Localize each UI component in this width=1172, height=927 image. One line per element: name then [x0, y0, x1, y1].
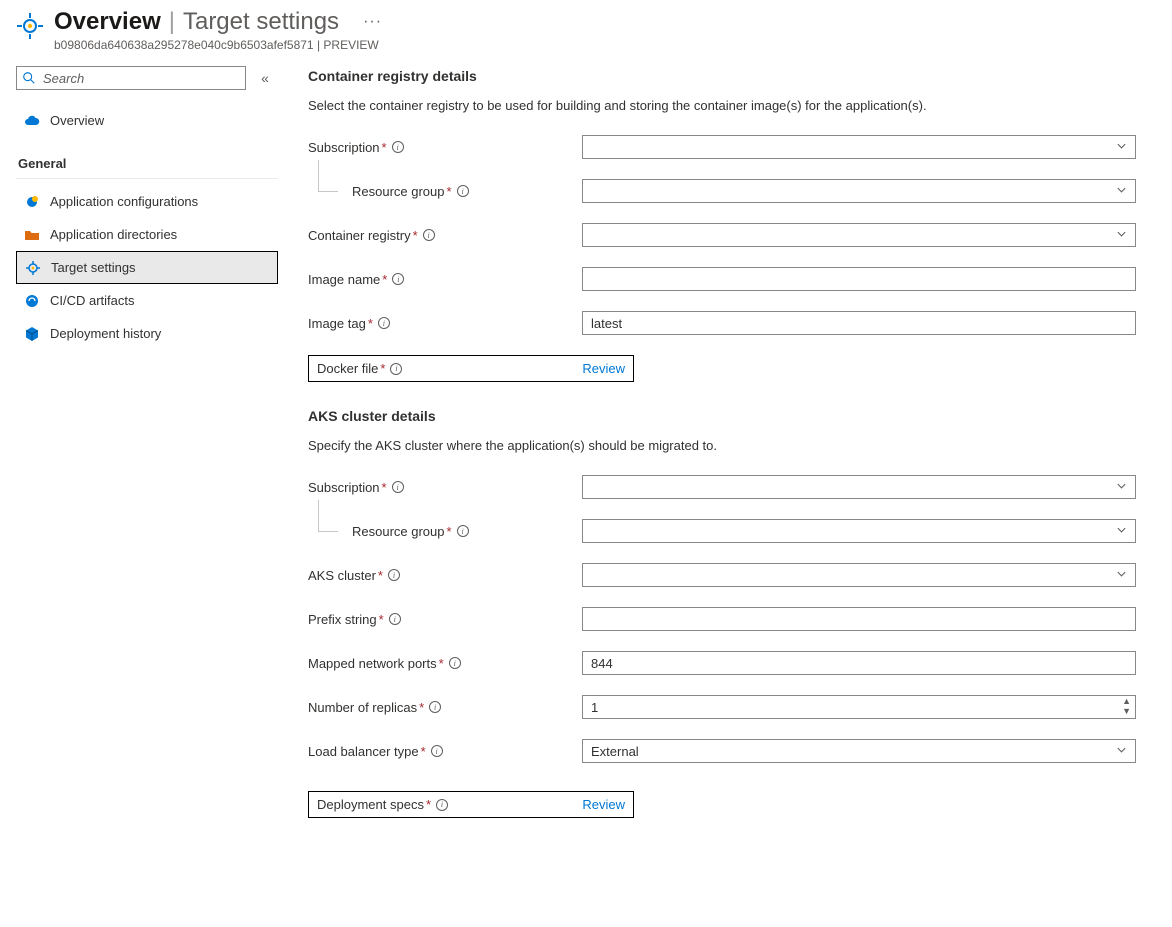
- target-overview-icon: [16, 12, 44, 40]
- aks-resource-group-dropdown[interactable]: [582, 519, 1136, 543]
- aks-resource-group-label: Resource group* i: [308, 524, 582, 539]
- registry-section-desc: Select the container registry to be used…: [308, 98, 1136, 113]
- chevron-down-icon: [1116, 184, 1127, 199]
- sidebar-item-label: Target settings: [51, 260, 136, 275]
- deploy-specs-review-link[interactable]: Review: [582, 797, 625, 812]
- container-registry-label: Container registry* i: [308, 228, 582, 243]
- page-title-sub: Target settings: [183, 8, 339, 36]
- sidebar-group-general: General: [16, 153, 278, 179]
- info-icon[interactable]: i: [457, 525, 469, 537]
- image-name-input[interactable]: [582, 267, 1136, 291]
- sidebar: « Overview General Application configura…: [0, 58, 290, 884]
- cicd-icon: [24, 293, 40, 309]
- main-content: Container registry details Select the co…: [290, 58, 1172, 884]
- lb-type-label: Load balancer type* i: [308, 744, 582, 759]
- sidebar-item-deploy-history[interactable]: Deployment history: [16, 317, 278, 350]
- sidebar-item-label: Deployment history: [50, 326, 161, 341]
- chevron-down-icon: [1116, 568, 1127, 583]
- stepper-down-icon[interactable]: ▼: [1122, 707, 1131, 717]
- replicas-label: Number of replicas* i: [308, 700, 582, 715]
- info-icon[interactable]: i: [429, 701, 441, 713]
- aks-subscription-dropdown[interactable]: [582, 475, 1136, 499]
- info-icon[interactable]: i: [449, 657, 461, 669]
- collapse-sidebar-button[interactable]: «: [252, 70, 278, 86]
- chevron-down-icon: [1116, 228, 1127, 243]
- info-icon[interactable]: i: [390, 363, 402, 375]
- prefix-label: Prefix string* i: [308, 612, 582, 627]
- cloud-icon: [24, 113, 40, 129]
- ports-label: Mapped network ports* i: [308, 656, 582, 671]
- page-title-main: Overview: [54, 8, 161, 36]
- aks-cluster-dropdown[interactable]: [582, 563, 1136, 587]
- chevron-down-icon: [1116, 140, 1127, 155]
- folder-icon: [24, 227, 40, 243]
- aks-section-desc: Specify the AKS cluster where the applic…: [308, 438, 1136, 453]
- title-divider: |: [169, 8, 175, 36]
- info-icon[interactable]: i: [389, 613, 401, 625]
- docker-file-row: Docker file* i Review: [308, 355, 634, 382]
- sidebar-item-app-config[interactable]: Application configurations: [16, 185, 278, 218]
- lb-type-dropdown[interactable]: External: [582, 739, 1136, 763]
- aks-subscription-label: Subscription* i: [308, 480, 582, 495]
- deploy-specs-label: Deployment specs* i: [317, 797, 448, 812]
- search-input[interactable]: [16, 66, 246, 90]
- resource-group-label: Resource group* i: [308, 184, 582, 199]
- replicas-stepper[interactable]: 1 ▲ ▼: [582, 695, 1136, 719]
- docker-file-label: Docker file* i: [317, 361, 402, 376]
- info-icon[interactable]: i: [378, 317, 390, 329]
- container-registry-dropdown[interactable]: [582, 223, 1136, 247]
- chevron-down-icon: [1116, 524, 1127, 539]
- sidebar-item-label: CI/CD artifacts: [50, 293, 135, 308]
- info-icon[interactable]: i: [423, 229, 435, 241]
- nest-line-icon: [318, 500, 338, 532]
- config-icon: [24, 194, 40, 210]
- info-icon[interactable]: i: [388, 569, 400, 581]
- sidebar-item-app-dirs[interactable]: Application directories: [16, 218, 278, 251]
- info-icon[interactable]: i: [436, 799, 448, 811]
- more-actions-button[interactable]: ···: [363, 13, 382, 31]
- sidebar-item-label: Application configurations: [50, 194, 198, 209]
- subscription-label: Subscription* i: [308, 140, 582, 155]
- resource-id: b09806da640638a295278e040c9b6503afef5871: [54, 38, 314, 52]
- docker-file-review-link[interactable]: Review: [582, 361, 625, 376]
- chevron-down-icon: [1116, 480, 1127, 495]
- deploy-specs-row: Deployment specs* i Review: [308, 791, 634, 818]
- sidebar-item-label: Application directories: [50, 227, 177, 242]
- image-name-label: Image name* i: [308, 272, 582, 287]
- page-header: Overview | Target settings ··· b09806da6…: [0, 0, 1172, 58]
- sidebar-item-overview[interactable]: Overview: [16, 104, 278, 137]
- preview-tag: PREVIEW: [323, 38, 378, 52]
- sidebar-item-target-settings[interactable]: Target settings: [16, 251, 278, 284]
- aks-cluster-label: AKS cluster* i: [308, 568, 582, 583]
- image-tag-input[interactable]: [582, 311, 1136, 335]
- page-meta: b09806da640638a295278e040c9b6503afef5871…: [54, 38, 1152, 52]
- sidebar-item-cicd[interactable]: CI/CD artifacts: [16, 284, 278, 317]
- prefix-input[interactable]: [582, 607, 1136, 631]
- info-icon[interactable]: i: [392, 481, 404, 493]
- info-icon[interactable]: i: [431, 745, 443, 757]
- search-input-wrap: [16, 66, 246, 90]
- chevron-down-icon: [1116, 744, 1127, 759]
- search-icon: [22, 71, 36, 85]
- target-icon: [25, 260, 41, 276]
- ports-input[interactable]: [582, 651, 1136, 675]
- info-icon[interactable]: i: [392, 273, 404, 285]
- nest-line-icon: [318, 160, 338, 192]
- info-icon[interactable]: i: [457, 185, 469, 197]
- image-tag-label: Image tag* i: [308, 316, 582, 331]
- registry-section-title: Container registry details: [308, 68, 1136, 84]
- info-icon[interactable]: i: [392, 141, 404, 153]
- subscription-dropdown[interactable]: [582, 135, 1136, 159]
- resource-group-dropdown[interactable]: [582, 179, 1136, 203]
- aks-section-title: AKS cluster details: [308, 408, 1136, 424]
- cube-icon: [24, 326, 40, 342]
- sidebar-item-label: Overview: [50, 113, 104, 128]
